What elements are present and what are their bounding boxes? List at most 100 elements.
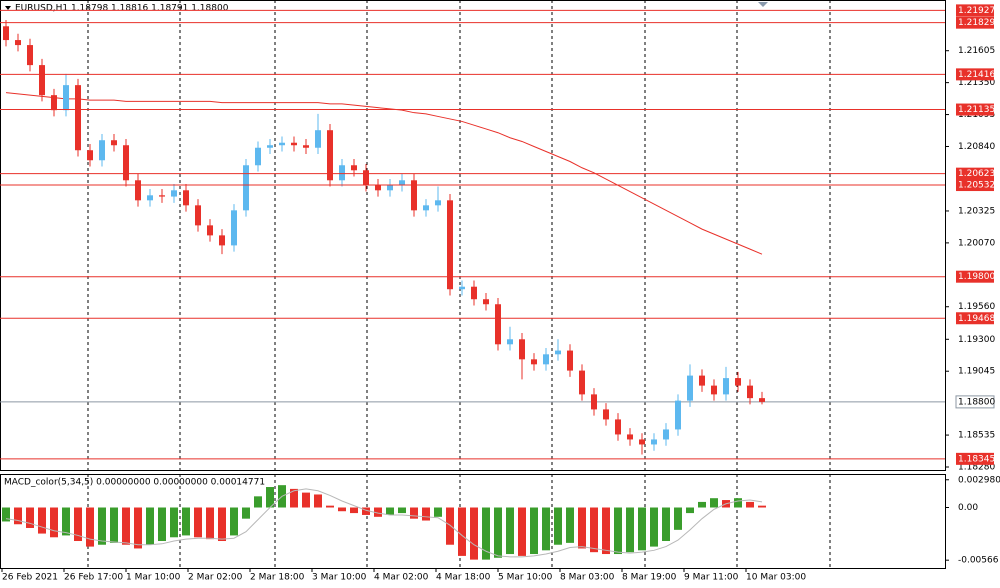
x-tick-label: 26 Feb 17:00	[64, 573, 123, 583]
price-level-box	[956, 312, 994, 325]
macd-bar	[734, 498, 742, 508]
macd-bar	[38, 507, 46, 534]
candle-body	[423, 205, 429, 211]
macd-bar	[314, 494, 322, 508]
macd-bar	[122, 507, 130, 545]
macd-bar	[26, 507, 34, 528]
candle-body	[207, 225, 213, 236]
macd-bar	[290, 488, 298, 508]
macd-bar	[338, 507, 346, 512]
y-tick-label: 1.21605	[958, 46, 995, 56]
candle-body	[375, 185, 381, 191]
candle-body	[411, 180, 417, 211]
price-level-label: 1.21416	[958, 70, 995, 80]
candle-body	[447, 200, 453, 290]
macd-bar	[530, 507, 538, 555]
price-level-box	[956, 270, 994, 283]
y-tick-label: 1.19045	[958, 367, 995, 377]
macd-bar	[602, 507, 610, 555]
shift-marker	[758, 2, 768, 7]
macd-signal	[5, 488, 763, 558]
y-tick-label: 1.20070	[958, 238, 995, 248]
price-level-label: 1.20623	[958, 169, 995, 179]
macd-bar	[242, 507, 250, 519]
macd-bar	[158, 507, 166, 542]
macd-bar	[86, 507, 94, 547]
macd-bar	[254, 496, 262, 508]
macd-bar	[146, 507, 154, 545]
macd-bar	[110, 507, 118, 543]
candle-body	[3, 26, 9, 41]
candle-body	[243, 165, 249, 211]
macd-bar	[566, 507, 574, 543]
macd-bar	[218, 507, 226, 542]
candle-body	[567, 350, 573, 371]
candle-body	[171, 190, 177, 197]
price-level-label: 1.21829	[958, 18, 995, 28]
candle-body	[615, 419, 621, 435]
price-level-box	[956, 4, 994, 17]
price-level-label: 1.19800	[958, 272, 995, 282]
candle-body	[291, 142, 297, 146]
candle-body	[471, 286, 477, 300]
macd-bar	[662, 507, 670, 542]
candle-body	[51, 95, 57, 111]
macd-bar	[518, 507, 526, 556]
x-tick-label: 2 Mar 02:00	[188, 573, 243, 583]
price-level-label: 1.21927	[958, 6, 995, 16]
candle-body	[159, 195, 165, 197]
macd-bar	[614, 507, 622, 555]
macd-bar	[410, 507, 418, 519]
moving-average	[5, 92, 763, 255]
price-panel	[0, 0, 946, 471]
candle-body	[459, 286, 465, 290]
y-tick-label: 1.18535	[958, 431, 995, 441]
macd-bar	[230, 507, 238, 536]
candle-body	[543, 354, 549, 365]
candle-body	[27, 45, 33, 66]
candle-body	[135, 180, 141, 201]
candle-body	[87, 150, 93, 161]
candle-body	[279, 142, 285, 146]
candle-body	[15, 40, 21, 46]
symbol-menu-arrow[interactable]	[5, 6, 11, 10]
candle-body	[315, 130, 321, 148]
candle-body	[363, 170, 369, 186]
macd-bar	[170, 507, 178, 538]
candle-body	[351, 165, 357, 171]
macd-bar	[506, 507, 514, 555]
chart-title: EURUSD,H1 1.18798 1.18816 1.18791 1.1880…	[15, 4, 229, 14]
candle-body	[699, 375, 705, 386]
macd-bar	[350, 507, 358, 514]
macd-bar	[458, 507, 466, 556]
y-tick-label: 1.19300	[958, 335, 995, 345]
x-tick-label: 3 Mar 10:00	[312, 573, 367, 583]
y-tick-label: 1.20840	[958, 142, 995, 152]
candle-body	[759, 398, 765, 402]
macd-bar	[698, 501, 706, 508]
price-level-label: 1.21135	[958, 105, 995, 115]
macd-bar	[446, 507, 454, 545]
candle-body	[123, 145, 129, 181]
price-level-label: 1.19468	[958, 314, 995, 324]
macd-bar	[482, 507, 490, 560]
candle-body	[339, 165, 345, 181]
price-level-label: 1.20532	[958, 181, 995, 191]
candle-body	[75, 85, 81, 151]
x-tick-label: 5 Mar 10:00	[498, 573, 553, 583]
macd-bar	[362, 507, 370, 515]
candle-body	[663, 429, 669, 440]
x-tick-label: 26 Feb 2021	[2, 573, 58, 583]
candle-body	[579, 370, 585, 395]
candle-body	[687, 375, 693, 401]
candle-body	[603, 409, 609, 420]
candle-body	[639, 439, 645, 445]
y-tick-label: 1.18280	[958, 462, 995, 472]
price-level-box	[956, 16, 994, 29]
macd-bar	[758, 505, 766, 508]
macd-bar	[302, 492, 310, 508]
candle-body	[735, 378, 741, 386]
macd-bar	[470, 507, 478, 560]
candle-body	[723, 378, 729, 395]
candle-body	[99, 140, 105, 161]
